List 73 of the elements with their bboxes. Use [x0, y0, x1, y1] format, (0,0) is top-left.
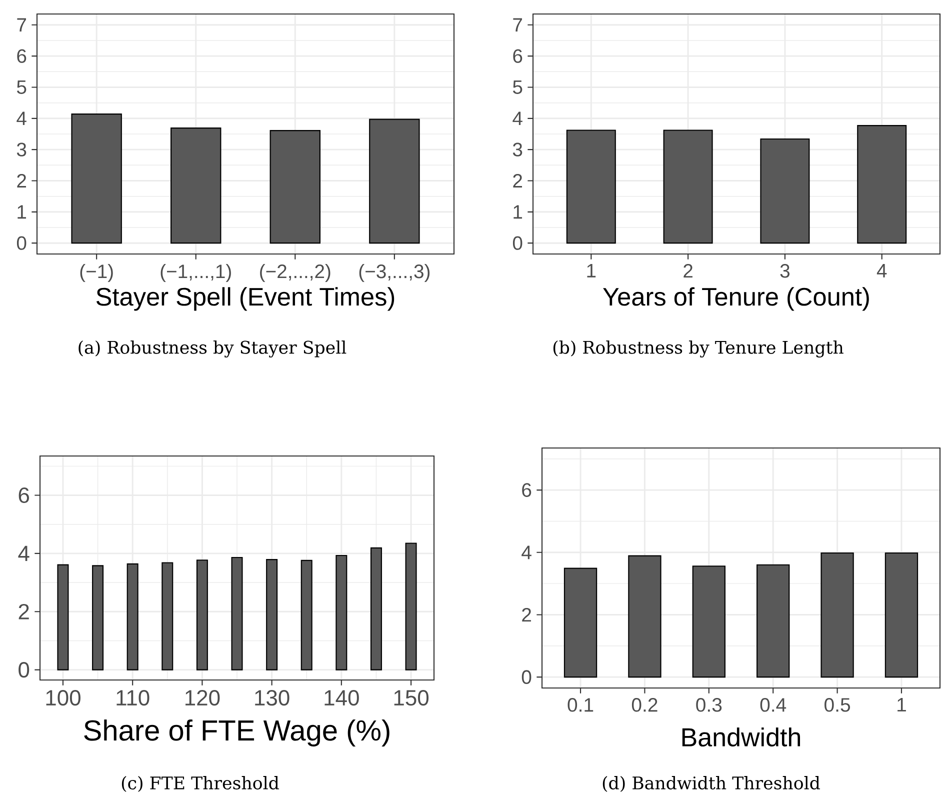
bar: [126, 563, 138, 670]
bar: [884, 552, 918, 678]
y-tick-label: 2: [17, 174, 26, 188]
y-tick-label: 2: [513, 174, 522, 188]
bar: [196, 560, 208, 670]
text: (b) Robustness by Tenure Length: [553, 340, 844, 358]
y-tick-label: 7: [513, 18, 522, 32]
y-tick-label: 4: [16, 112, 26, 126]
text: (c) FTE Threshold: [122, 776, 279, 792]
x-tick-label: 100: [46, 690, 80, 706]
y-tick-label: 5: [512, 80, 522, 94]
y-tick-label: 0: [522, 670, 532, 684]
y-tick-label: 6: [522, 483, 532, 497]
bar: [71, 114, 122, 244]
x-tick-label: (−2,...,2): [260, 264, 330, 282]
x-tick-label: 150: [394, 690, 429, 706]
x-axis-title: Stayer Spell (Event Times): [96, 287, 394, 311]
bar: [405, 542, 417, 670]
y-tick-label: 2: [18, 604, 29, 620]
y-tick-label: 4: [522, 546, 532, 560]
y-tick-label: 5: [16, 80, 26, 94]
bar: [170, 128, 222, 244]
y-tick-label: 0: [512, 236, 522, 250]
y-tick-label: 0: [16, 236, 26, 250]
x-tick-label: 0.2: [632, 698, 658, 712]
x-axis-title: Bandwidth: [682, 727, 800, 747]
x-tick-label: 1: [898, 698, 906, 712]
y-tick-label: 3: [16, 142, 26, 156]
bar: [370, 547, 382, 670]
bar: [266, 559, 278, 670]
x-tick-label: 110: [116, 690, 150, 706]
y-tick-label: 6: [513, 49, 522, 63]
y-tick-label: 1: [18, 205, 26, 219]
bar: [336, 554, 348, 670]
y-tick-label: 4: [512, 112, 522, 126]
bar: [756, 564, 790, 678]
bar: [231, 556, 243, 670]
text: (d) Bandwidth Threshold: [602, 776, 820, 792]
x-tick-label: 130: [255, 690, 290, 706]
x-tick-label: (−1): [80, 264, 113, 282]
y-tick-label: 4: [18, 546, 30, 562]
y-tick-label: 7: [17, 18, 26, 32]
x-tick-label: 0.1: [568, 698, 594, 712]
x-tick-label: 120: [186, 690, 220, 706]
bar: [162, 562, 174, 670]
x-tick-label: 2: [684, 264, 692, 278]
x-tick-label: 4: [876, 264, 887, 278]
bar: [820, 552, 854, 678]
x-tick-label: 0.4: [760, 698, 786, 712]
y-tick-label: 6: [17, 49, 26, 63]
x-tick-label: (−3,...,3): [359, 264, 430, 282]
x-tick-label: (−1,...,1): [160, 264, 231, 282]
x-tick-label: 140: [324, 690, 359, 706]
x-tick-label: 1: [587, 264, 596, 278]
x-tick-label: 3: [780, 264, 790, 278]
y-tick-label: 0: [18, 662, 30, 678]
bar: [692, 566, 726, 678]
bar: [57, 564, 69, 670]
x-axis-title: Years of Tenure (Count): [603, 287, 869, 311]
x-axis-title: Share of FTE Wage (%): [84, 719, 390, 747]
y-tick-label: 1: [514, 205, 522, 219]
y-tick-label: 2: [522, 608, 531, 622]
bar: [564, 568, 598, 678]
bar: [300, 560, 312, 670]
x-tick-label: 0.5: [824, 698, 850, 712]
text: (a) Robustness by Stayer Spell: [78, 340, 346, 358]
bar: [270, 130, 320, 244]
bar: [92, 565, 104, 670]
bar: [628, 555, 662, 678]
y-tick-label: 6: [18, 487, 29, 504]
y-tick-label: 3: [512, 142, 522, 156]
x-tick-label: 0.3: [696, 698, 722, 712]
bar: [369, 118, 420, 244]
